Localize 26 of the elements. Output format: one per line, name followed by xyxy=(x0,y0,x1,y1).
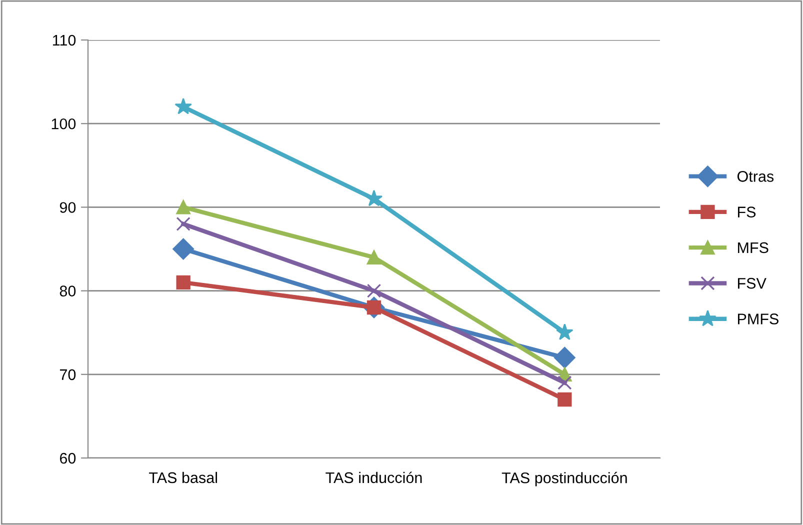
point xyxy=(176,275,190,290)
y-tick-label: 110 xyxy=(53,34,76,46)
x-tick-label: TAS basal xyxy=(149,472,217,484)
legend-label: Otras xyxy=(737,171,774,182)
point xyxy=(558,392,572,407)
x-tick-label: TAS postinducción xyxy=(502,472,627,486)
point xyxy=(365,190,383,206)
legend-label: FS xyxy=(738,206,756,218)
point xyxy=(172,238,194,260)
y-tick-label: 80 xyxy=(60,286,76,296)
y-tick-label: 90 xyxy=(60,202,76,213)
point xyxy=(176,200,190,214)
point xyxy=(366,284,382,298)
point xyxy=(554,347,576,368)
point xyxy=(174,98,192,114)
x-tick-label: TAS inducción xyxy=(326,472,422,484)
y-tick-label: 60 xyxy=(60,452,76,464)
point xyxy=(366,250,382,264)
legend-label: PMFS xyxy=(738,314,778,324)
y-tick-label: 100 xyxy=(52,118,76,130)
point xyxy=(558,376,572,390)
legend-label: FSV xyxy=(738,278,766,289)
point xyxy=(556,324,574,340)
y-tick-label: 70 xyxy=(60,369,76,380)
point xyxy=(176,216,190,232)
legend-label: MFS xyxy=(738,242,768,254)
